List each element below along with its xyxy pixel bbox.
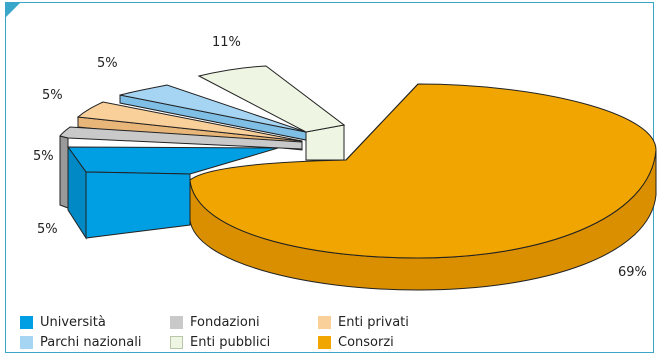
value-label-enti-pubblici: 11% (212, 35, 241, 50)
legend-swatch (318, 316, 331, 329)
pie-slice-parchi-nazionali (119, 84, 307, 141)
legend-label: Enti privati (338, 315, 409, 330)
legend-swatch (170, 336, 183, 349)
legend-label: Consorzi (338, 335, 394, 350)
legend-label: Università (40, 315, 106, 330)
pie-slice-consorzi (189, 83, 657, 291)
legend-item-universita: Università (20, 314, 106, 331)
value-label-parchi-nazionali: 5% (97, 56, 118, 71)
legend-swatch (318, 336, 331, 349)
value-label-consorzi: 69% (618, 265, 647, 280)
legend-swatch (20, 316, 33, 329)
legend-swatch (170, 316, 183, 329)
legend-item-consorzi: Consorzi (318, 334, 394, 351)
legend-item-enti-privati: Enti privati (318, 314, 409, 331)
legend-item-fondazioni: Fondazioni (170, 314, 260, 331)
chart-legend: Università Fondazioni Enti privati Parch… (20, 314, 640, 354)
value-label-enti-privati: 5% (42, 88, 63, 103)
pie-slice-universita (67, 145, 279, 240)
pie-slice-enti-pubblici (197, 65, 346, 161)
value-label-universita: 5% (37, 222, 58, 237)
value-label-fondazioni: 5% (33, 149, 54, 164)
legend-item-parchi-nazionali: Parchi nazionali (20, 334, 141, 351)
legend-label: Fondazioni (190, 315, 260, 330)
legend-label: Enti pubblici (190, 335, 271, 350)
frame-corner-decoration (6, 3, 20, 17)
legend-item-enti-pubblici: Enti pubblici (170, 334, 270, 351)
legend-label: Parchi nazionali (40, 335, 142, 350)
legend-swatch (20, 336, 33, 349)
pie-slice-fondazioni (59, 126, 303, 209)
